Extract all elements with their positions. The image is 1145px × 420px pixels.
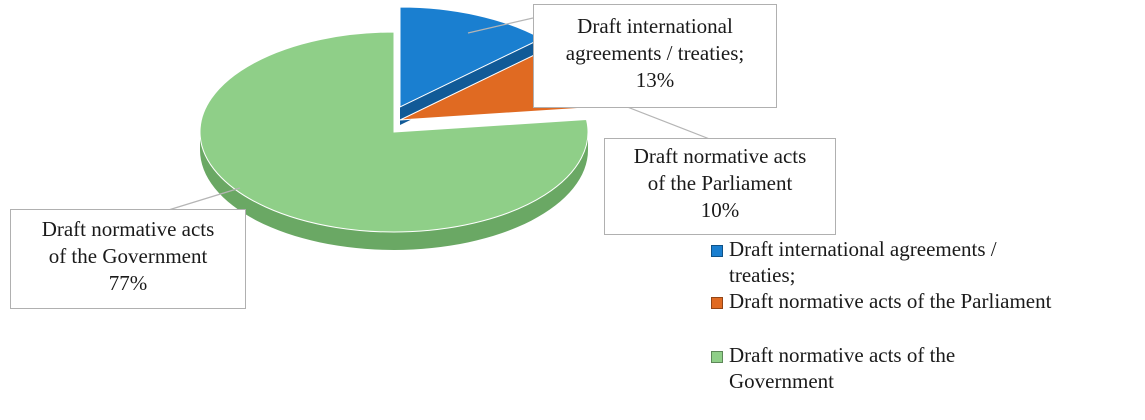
data-label-government-line2: of the Government — [48, 244, 208, 268]
legend-label-government-line1: Draft normative acts of the — [729, 343, 956, 367]
chart-legend: Draft international agreements / treatie… — [708, 236, 1138, 394]
data-label-government-value: 77% — [108, 271, 148, 295]
data-label-treaties-line2: agreements / treaties; — [565, 41, 745, 65]
legend-item-government: Draft normative acts of the Government — [708, 342, 1138, 394]
legend-label-parliament: Draft normative acts of the Parliament — [729, 289, 1052, 313]
legend-item-treaties: Draft international agreements / treatie… — [708, 236, 1138, 288]
data-label-parliament: Draft normative acts of the Parliament 1… — [604, 138, 836, 235]
legend-label-treaties-line1: Draft international agreements / — [729, 237, 997, 261]
legend-label-treaties-line2: treaties; — [729, 263, 796, 287]
data-label-government: Draft normative acts of the Government 7… — [10, 209, 246, 309]
legend-swatch-treaties — [711, 245, 723, 257]
data-label-treaties: Draft international agreements / treatie… — [533, 4, 777, 108]
data-label-parliament-line2: of the Parliament — [647, 171, 793, 195]
legend-label-government-line2: Government — [729, 369, 834, 393]
data-label-treaties-line1: Draft international — [577, 14, 733, 38]
legend-swatch-parliament — [711, 297, 723, 309]
leader-line-treaties — [467, 17, 534, 34]
pie-side-government — [200, 132, 588, 250]
legend-swatch-government — [711, 351, 723, 363]
data-label-parliament-value: 10% — [700, 198, 740, 222]
data-label-parliament-line1: Draft normative acts — [633, 144, 807, 168]
leader-line-government — [161, 187, 241, 213]
legend-item-parliament: Draft normative acts of the Parliament — [708, 288, 1138, 314]
pie-slice-government — [199, 31, 589, 233]
data-label-government-line1: Draft normative acts — [41, 217, 215, 241]
data-label-treaties-value: 13% — [635, 68, 675, 92]
